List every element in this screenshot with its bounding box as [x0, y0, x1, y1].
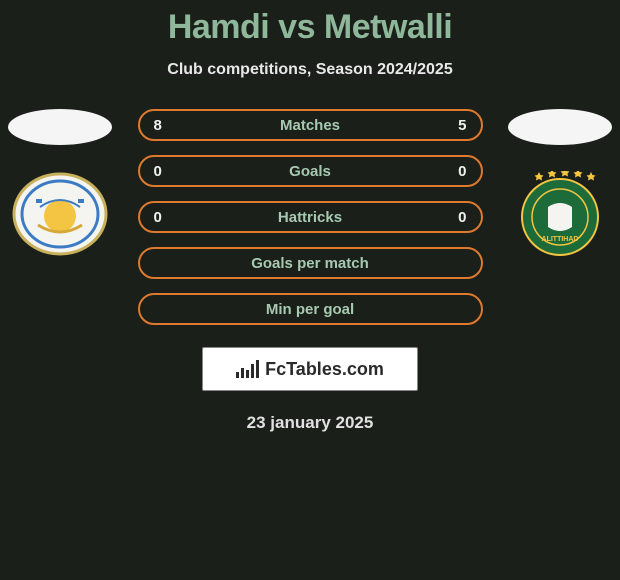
bar-chart-icon — [236, 360, 259, 378]
stat-row-goals-per-match: Goals per match — [138, 247, 483, 279]
shield-icon — [10, 171, 110, 257]
comparison-title: Hamdi vs Metwalli — [168, 8, 452, 47]
stat-right-value: 0 — [447, 209, 467, 226]
source-logo[interactable]: FcTables.com — [202, 347, 418, 391]
comparison-subtitle: Club competitions, Season 2024/2025 — [167, 61, 452, 79]
stat-label: Goals per match — [174, 255, 447, 272]
snapshot-date: 23 january 2025 — [247, 413, 374, 433]
stat-row-hattricks: 0 Hattricks 0 — [138, 201, 483, 233]
shield-icon: ALITTIHAD — [510, 171, 610, 257]
stat-rows: 8 Matches 5 0 Goals 0 0 Hattricks 0 Goal… — [138, 109, 483, 325]
stat-row-matches: 8 Matches 5 — [138, 109, 483, 141]
stat-row-goals: 0 Goals 0 — [138, 155, 483, 187]
stat-row-min-per-goal: Min per goal — [138, 293, 483, 325]
stat-right-value: 5 — [447, 117, 467, 134]
stat-label: Hattricks — [174, 209, 447, 226]
left-club-badge — [10, 171, 110, 257]
right-player-column: ALITTIHAD — [508, 109, 612, 257]
stat-right-value: 0 — [447, 163, 467, 180]
stat-left-value: 0 — [154, 163, 174, 180]
source-logo-text: FcTables.com — [265, 359, 384, 380]
right-player-avatar — [508, 109, 612, 145]
stat-left-value: 8 — [154, 117, 174, 134]
comparison-card: Hamdi vs Metwalli Club competitions, Sea… — [0, 0, 620, 433]
stat-left-value: 0 — [154, 209, 174, 226]
svg-text:ALITTIHAD: ALITTIHAD — [542, 236, 579, 243]
left-player-column — [8, 109, 112, 257]
left-player-avatar — [8, 109, 112, 145]
stat-label: Goals — [174, 163, 447, 180]
stat-label: Min per goal — [174, 301, 447, 318]
right-club-badge: ALITTIHAD — [510, 171, 610, 257]
stat-label: Matches — [174, 117, 447, 134]
stats-area: ALITTIHAD 8 Matches 5 0 Goals 0 0 Hattri… — [0, 109, 620, 325]
